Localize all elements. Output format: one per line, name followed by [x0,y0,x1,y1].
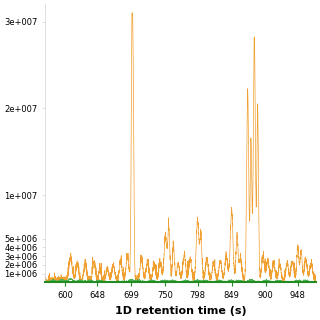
X-axis label: 1D retention time (s): 1D retention time (s) [115,306,246,316]
